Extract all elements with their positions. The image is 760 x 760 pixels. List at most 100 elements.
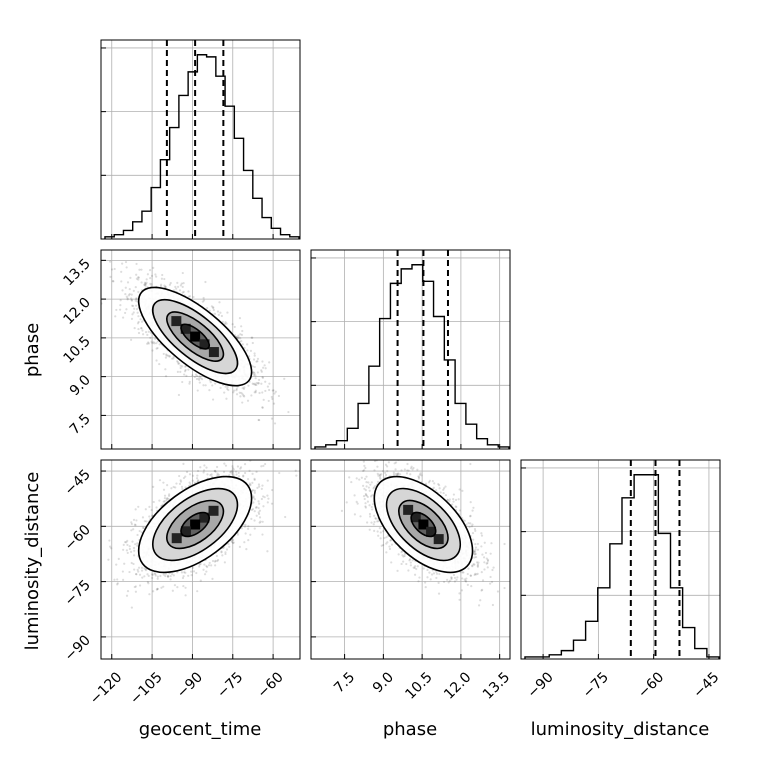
sample-point	[243, 346, 246, 350]
sample-point	[197, 480, 200, 483]
sample-point	[144, 568, 147, 571]
density-cell	[208, 347, 219, 358]
sample-point	[146, 273, 149, 276]
sample-point	[176, 361, 180, 364]
sample-point	[132, 304, 135, 308]
sample-point	[140, 320, 144, 323]
sample-point	[135, 273, 138, 276]
sample-point	[232, 541, 235, 544]
sample-point	[140, 566, 144, 569]
sample-point	[169, 574, 172, 578]
sample-point	[185, 374, 188, 377]
sample-point	[251, 336, 254, 339]
sample-point	[177, 393, 181, 397]
sample-point	[133, 307, 136, 310]
sample-point	[145, 520, 148, 523]
sample-point	[179, 364, 182, 367]
sample-point	[136, 322, 140, 325]
sample-point	[121, 570, 124, 573]
sample-point	[182, 290, 185, 293]
sample-point	[258, 516, 262, 519]
sample-point	[179, 480, 183, 483]
sample-point	[238, 317, 242, 320]
sample-point	[191, 566, 194, 569]
sample-point	[156, 346, 159, 350]
sample-point	[220, 550, 223, 553]
sample-point	[264, 367, 267, 370]
sample-point	[144, 569, 148, 572]
sample-point	[125, 308, 128, 311]
sample-point	[246, 343, 249, 346]
sample-point	[271, 488, 274, 492]
sample-point	[130, 293, 133, 296]
sample-point	[173, 584, 177, 587]
sample-point	[245, 548, 248, 551]
sample-point	[153, 342, 156, 345]
sample-point	[206, 565, 209, 569]
sample-point	[162, 500, 165, 503]
sample-point	[155, 342, 158, 345]
sample-point	[128, 570, 131, 574]
sample-point	[183, 571, 186, 574]
sample-point	[227, 542, 230, 546]
sample-point	[148, 593, 151, 596]
sample-point	[262, 398, 265, 401]
sample-point	[247, 539, 250, 542]
sample-point	[163, 284, 166, 287]
sample-point	[125, 266, 128, 269]
sample-point	[122, 548, 125, 551]
sample-point	[261, 450, 263, 452]
sample-point	[184, 486, 187, 489]
sample-point	[253, 527, 256, 530]
sample-point	[262, 366, 265, 369]
sample-point	[198, 381, 201, 384]
sample-point	[224, 321, 227, 324]
sample-point	[165, 353, 168, 356]
sample-point	[122, 543, 125, 546]
sample-point	[232, 538, 235, 542]
sample-point	[146, 573, 149, 576]
sample-point	[238, 336, 241, 339]
sample-point	[96, 254, 98, 256]
panel-background	[101, 40, 300, 239]
sample-point	[231, 472, 234, 475]
histogram-step-phase	[314, 264, 510, 449]
sample-point	[198, 563, 201, 566]
sample-point	[171, 589, 174, 592]
sample-point	[152, 266, 155, 269]
sample-point	[181, 271, 184, 275]
sample-point	[187, 574, 190, 577]
sample-point	[135, 519, 138, 522]
sample-point	[131, 313, 134, 316]
sample-point	[153, 572, 156, 575]
sample-point	[249, 349, 253, 352]
sample-point	[261, 376, 264, 379]
sample-point	[146, 333, 149, 336]
sample-point	[204, 384, 207, 387]
sample-point	[145, 278, 148, 281]
sample-point	[187, 295, 190, 298]
sample-point	[136, 568, 139, 571]
sample-point	[141, 576, 144, 579]
sample-point	[181, 380, 184, 384]
sample-point	[137, 327, 140, 331]
sample-point	[126, 281, 130, 284]
sample-point	[126, 539, 129, 542]
sample-point	[183, 373, 186, 376]
sample-point	[262, 505, 265, 508]
sample-point	[236, 336, 239, 339]
panel-content	[107, 450, 298, 609]
sample-point	[255, 470, 258, 473]
panel-background	[521, 460, 720, 659]
sample-point	[253, 365, 256, 369]
sample-point	[141, 329, 144, 332]
sample-point	[99, 240, 101, 242]
sample-point	[155, 275, 158, 278]
sample-point	[202, 299, 206, 302]
sample-point	[261, 406, 264, 409]
sample-point	[163, 277, 166, 281]
sample-point	[254, 383, 257, 387]
sample-point	[243, 541, 246, 544]
sample-point	[124, 293, 127, 296]
